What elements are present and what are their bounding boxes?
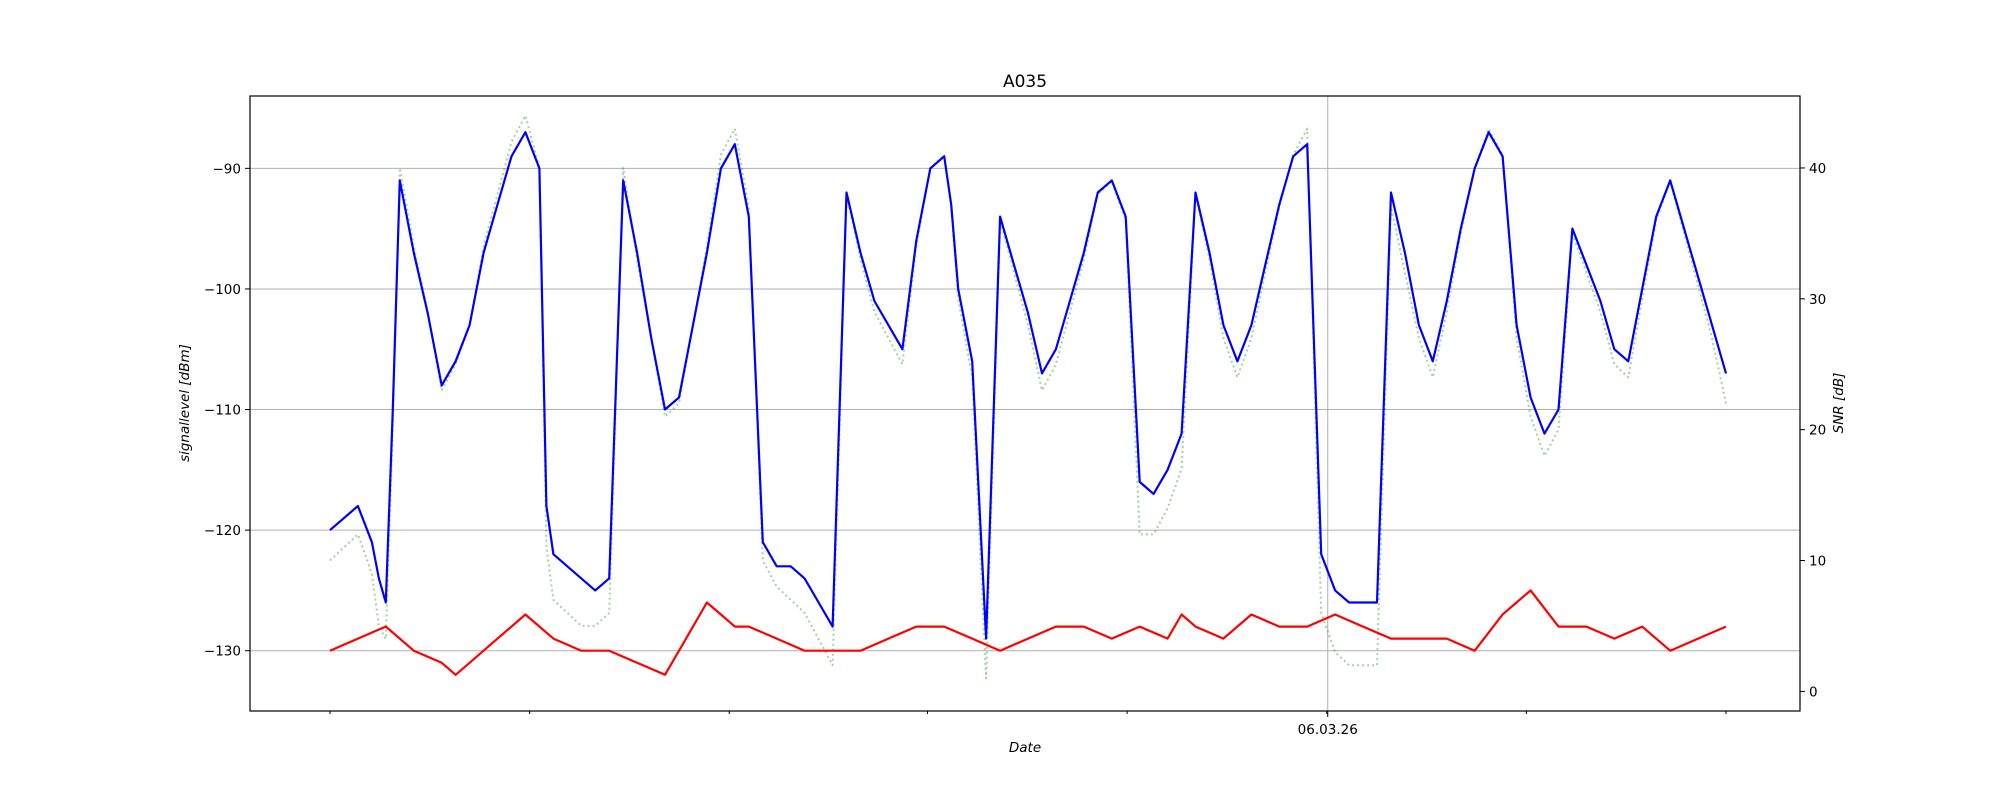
y-tick-label: −120 [204,523,241,539]
chart-title: A035 [1003,72,1047,92]
snr-series-line [329,114,1727,680]
y-tick-label: −100 [204,282,241,298]
y2-tick-label: 40 [1809,161,1826,177]
y-axis-label: signallevel [dBm] [177,344,193,462]
signal-series-line [329,131,1728,640]
y2-tick-label: 0 [1809,684,1818,700]
noise-series-line [329,589,1727,676]
x-axis: 06.03.26 [329,711,1727,738]
y2-tick-label: 10 [1809,554,1826,570]
y-tick-label: −90 [213,161,242,177]
y2-tick-label: 30 [1809,292,1826,308]
y-tick-label: −130 [204,644,241,660]
left-y-axis: −130 −120 −110 −100 −90 [204,161,250,660]
x-tick-label: 06.03.26 [1298,722,1358,738]
y2-axis-label: SNR [dB] [1831,373,1847,434]
y2-tick-label: 20 [1809,423,1826,439]
x-axis-label: Date [1009,740,1041,756]
plot-frame [249,95,1801,712]
series-layer [329,114,1728,680]
y-tick-label: −110 [204,403,241,419]
right-y-axis: 0 10 20 30 40 [1800,161,1826,700]
